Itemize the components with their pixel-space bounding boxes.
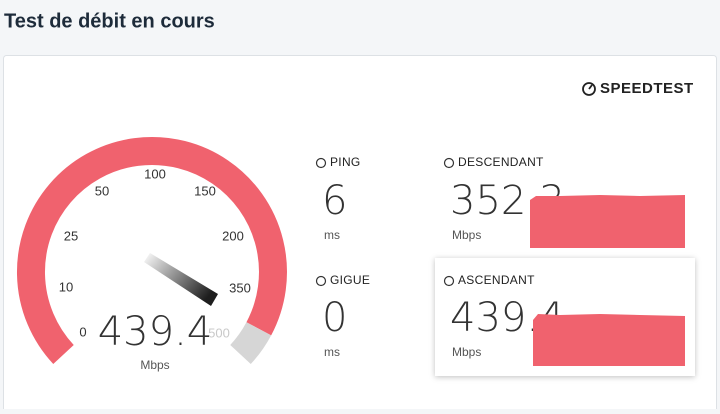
gauge-tick: 0 (79, 324, 86, 339)
gauge-tick: 200 (222, 228, 244, 243)
gauge-tick: 500 (208, 325, 230, 340)
gauge: 0 10 25 50 100 150 200 350 500 439.4 Mbp… (16, 136, 287, 372)
brand: SPEEDTEST (582, 80, 694, 97)
ping: PING 6 ms (315, 155, 361, 242)
gauge-tick: 350 (229, 280, 251, 295)
gauge-tick: 50 (95, 183, 109, 198)
upload-graph (533, 314, 685, 366)
brand-label: SPEEDTEST (600, 80, 694, 97)
download-graph (530, 195, 685, 248)
jitter-value: 0 (322, 295, 347, 341)
upload-label: ASCENDANT (458, 273, 535, 287)
gauge-needle (144, 253, 218, 306)
jitter-unit: ms (324, 345, 340, 359)
jitter: GIGUE 0 ms (315, 273, 370, 359)
gauge-tick: 100 (144, 166, 166, 181)
download-label: DESCENDANT (458, 155, 544, 169)
upload-unit: Mbps (452, 345, 481, 359)
jitter-label: GIGUE (330, 273, 370, 287)
ping-label: PING (330, 155, 361, 169)
ping-unit: ms (324, 228, 340, 242)
page-title: Test de débit en cours (4, 10, 215, 32)
download-unit: Mbps (452, 228, 481, 242)
gauge-value: 439.4 (98, 309, 213, 355)
upload-panel: ASCENDANT 439.4 Mbps (435, 258, 695, 376)
gauge-unit: Mbps (140, 358, 169, 372)
gauge-tick: 150 (194, 183, 216, 198)
ping-value: 6 (322, 178, 347, 224)
gauge-tick: 10 (59, 279, 73, 294)
gauge-arc (16, 136, 287, 365)
download: DESCENDANT 352.3 Mbps (443, 155, 685, 248)
gauge-arc-end (229, 321, 272, 365)
gauge-tick: 25 (64, 228, 78, 243)
